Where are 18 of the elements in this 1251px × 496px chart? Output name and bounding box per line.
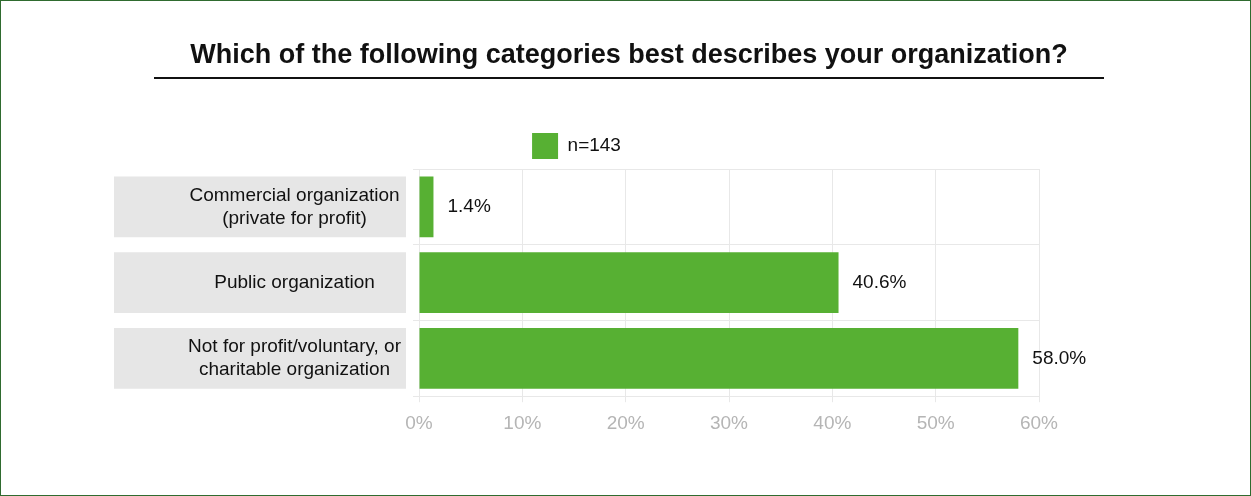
y-tick-label: Public organization xyxy=(214,270,375,292)
x-tick-label: 10% xyxy=(503,411,542,433)
y-tick-label: Not for profit/voluntary, or charitable organization xyxy=(188,335,402,379)
y-tick-label: Commercial organization (private for profit) xyxy=(189,183,400,228)
x-tick-label: 0% xyxy=(405,411,433,433)
x-tick-label: 60% xyxy=(1019,411,1059,433)
data-label: 1.4% xyxy=(447,195,491,217)
data-label: 58.0% xyxy=(1032,346,1087,368)
bar xyxy=(419,176,434,238)
chart-title: Which of the following categories best describes your organization? xyxy=(154,39,1104,79)
x-tick-label: 50% xyxy=(916,411,955,433)
x-tick-label: 40% xyxy=(813,411,852,433)
legend-label: n=143 xyxy=(567,134,621,156)
x-tick-label: 30% xyxy=(709,411,749,433)
data-label: 40.6% xyxy=(852,270,907,292)
bar xyxy=(419,252,839,313)
bar xyxy=(419,328,1019,389)
x-tick-label: 20% xyxy=(606,411,645,433)
